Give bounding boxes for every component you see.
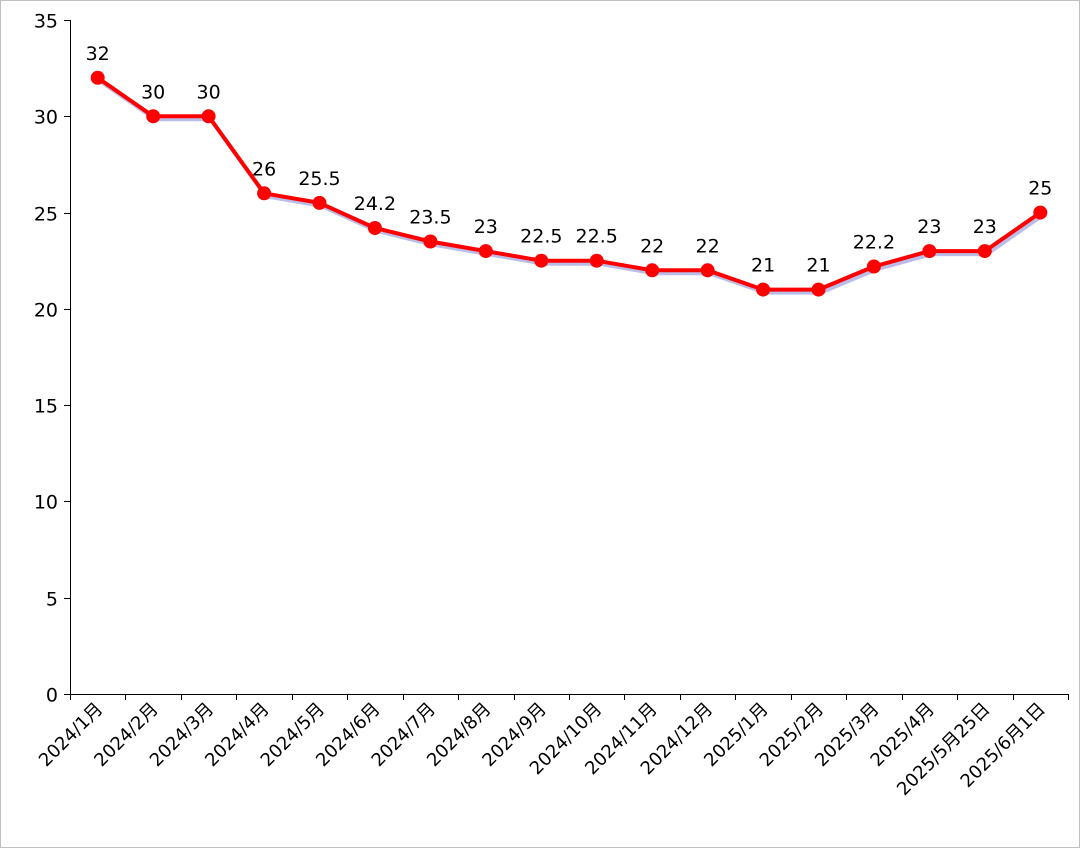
data-point — [700, 263, 715, 278]
y-tick-label: 25 — [34, 204, 58, 226]
y-tick-label: 5 — [46, 589, 58, 611]
data-point — [201, 109, 216, 124]
data-label: 25.5 — [298, 168, 340, 190]
data-point — [977, 244, 992, 259]
data-label: 32 — [86, 43, 110, 65]
data-point — [922, 244, 937, 259]
data-label: 23 — [917, 216, 941, 238]
y-tick-label: 10 — [34, 492, 58, 514]
data-point — [589, 253, 604, 268]
y-tick-label: 35 — [34, 11, 58, 33]
data-label: 25 — [1028, 178, 1052, 200]
data-point — [645, 263, 660, 278]
data-label: 22 — [640, 235, 664, 257]
data-label: 30 — [197, 81, 221, 103]
data-label: 30 — [141, 81, 165, 103]
data-label: 22.2 — [853, 232, 895, 254]
data-label: 22.5 — [520, 226, 562, 248]
y-tick-label: 0 — [46, 685, 58, 707]
data-point — [534, 253, 549, 268]
data-label: 23 — [474, 216, 498, 238]
series-line — [95, 75, 1043, 292]
y-tick-label: 20 — [34, 300, 58, 322]
data-label: 22 — [696, 235, 720, 257]
data-label: 21 — [751, 255, 775, 277]
data-point — [756, 282, 771, 297]
data-point — [478, 244, 493, 259]
data-label: 26 — [252, 158, 276, 180]
data-point — [90, 70, 105, 85]
data-point — [146, 109, 161, 124]
data-point — [423, 234, 438, 249]
data-point — [1033, 205, 1048, 220]
data-point — [866, 259, 881, 274]
data-label: 23.5 — [409, 207, 451, 229]
y-tick-label: 30 — [34, 107, 58, 129]
data-label: 22.5 — [576, 226, 618, 248]
x-axis: 2024/1月2024/2月2024/3月2024/4月2024/5月2024/… — [35, 694, 1069, 800]
data-point — [312, 195, 327, 210]
data-labels: 32 30 30 26 25.5 24.2 23.5 23 22.5 22.5 22 22 21 21 22… — [86, 43, 1053, 277]
data-point — [367, 221, 382, 235]
data-label: 23 — [973, 216, 997, 238]
data-label: 21 — [806, 255, 830, 277]
y-tick-label: 15 — [34, 396, 58, 418]
data-point — [257, 186, 272, 201]
data-label: 24.2 — [354, 193, 396, 215]
plot-area — [90, 70, 1048, 297]
y-axis: 0 5 10 15 20 25 30 35 — [34, 11, 71, 707]
data-point — [811, 282, 826, 297]
